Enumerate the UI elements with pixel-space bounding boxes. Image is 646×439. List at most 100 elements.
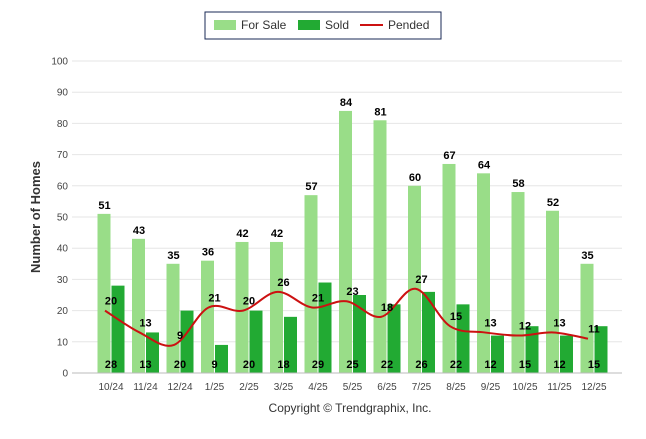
data-label-sold: 15 [519,359,531,371]
data-label-pended: 11 [588,324,600,336]
data-label-sold: 18 [277,359,289,371]
x-tick-label: 10/25 [512,382,537,393]
data-label-for-sale: 36 [202,247,214,259]
legend-label-sold: Sold [325,18,349,32]
data-label-sold: 20 [243,359,255,371]
bar-for-sale [442,163,456,373]
data-label-for-sale: 42 [236,228,248,240]
x-tick-label: 5/25 [343,382,363,393]
data-label-pended: 27 [415,274,427,286]
bar-sold [560,335,573,373]
y-tick-label: 90 [57,88,69,99]
bar-sold [111,285,125,373]
data-label-for-sale: 35 [167,250,179,262]
legend-swatch-sold [298,20,320,30]
legend-label-for-sale: For Sale [241,18,287,32]
x-tick-label: 3/25 [274,382,294,393]
bar-sold [353,295,366,373]
data-labels: 51 28 20 43 13 13 35 20 9 36 9 21 42 20 20 42 18 26 57 29 21… [98,97,600,371]
bar-sold [525,326,539,373]
x-tick-label: 4/25 [308,382,328,393]
data-label-pended: 21 [208,292,220,304]
data-label-sold: 20 [174,359,186,371]
data-label-sold: 29 [312,359,324,371]
x-tick-label: 10/24 [98,382,123,393]
y-tick-label: 70 [57,150,69,161]
x-tick-label: 7/25 [412,382,432,393]
y-tick-label: 10 [57,337,69,348]
data-label-sold: 25 [346,359,358,371]
bar-for-sale [201,260,214,373]
x-tick-label: 12/25 [581,382,606,393]
x-tick-label: 12/24 [167,382,192,393]
x-tick-label: 6/25 [377,382,397,393]
bar-for-sale [166,263,180,373]
bar-for-sale [235,241,249,373]
data-label-for-sale: 67 [443,150,455,162]
series-pended [104,287,589,347]
y-tick-label: 60 [57,181,69,192]
data-label-for-sale: 43 [133,225,145,237]
data-label-sold: 15 [588,359,600,371]
y-tick-label: 80 [57,119,69,130]
y-tick-label: 20 [57,306,69,317]
data-label-pended: 15 [450,311,462,323]
copyright-text: Copyright © Trendgraphix, Inc. [269,401,432,415]
legend: For Sale Sold Pended [204,11,442,40]
bar-for-sale [580,263,594,373]
data-label-sold: 28 [105,359,117,371]
bar-for-sale [373,120,387,373]
data-label-for-sale: 60 [409,172,421,184]
data-label-pended: 13 [484,317,496,329]
bar-for-sale [304,195,318,373]
data-label-sold: 12 [484,359,496,371]
data-label-for-sale: 52 [547,197,559,209]
y-tick-label: 0 [62,369,68,380]
bar-for-sale [97,213,111,373]
series-for-sale [97,110,594,374]
x-tick-label: 2/25 [239,382,259,393]
bar-sold [180,310,194,373]
bar-sold [422,291,435,373]
axes: 0 10 20 30 40 50 60 70 80 90 100 10/24 11/24 12/24 1/2… [51,57,622,393]
data-label-sold: 26 [415,359,427,371]
x-tick-label: 1/25 [205,382,225,393]
data-label-sold: 22 [381,359,393,371]
data-label-sold: 9 [211,359,217,371]
legend-box [204,11,442,40]
data-label-for-sale: 64 [478,159,491,171]
data-label-pended: 12 [519,321,531,333]
bar-for-sale [132,238,145,373]
data-label-for-sale: 42 [271,228,283,240]
data-label-pended: 18 [381,302,393,314]
legend-label-pended: Pended [388,18,429,32]
data-label-for-sale: 35 [581,250,593,262]
data-label-sold: 12 [553,359,565,371]
bar-for-sale [477,173,490,373]
data-label-pended: 13 [553,317,565,329]
data-label-for-sale: 58 [512,178,524,190]
bar-sold [387,304,401,373]
x-tick-label: 8/25 [446,382,466,393]
bar-for-sale [546,210,559,373]
bar-for-sale [339,110,352,374]
x-tick-label: 9/25 [481,382,501,393]
y-tick-label: 100 [51,57,68,68]
legend-swatch-for-sale [214,20,236,30]
bar-sold [491,335,504,373]
data-label-pended: 20 [243,296,255,308]
y-tick-label: 30 [57,275,69,286]
y-tick-label: 40 [57,244,69,255]
data-label-for-sale: 84 [340,97,353,109]
x-tick-label: 11/25 [547,382,572,393]
data-label-for-sale: 57 [305,181,317,193]
pended-line [104,287,589,347]
data-label-sold: 13 [139,359,151,371]
data-label-pended: 13 [139,317,151,329]
data-label-pended: 20 [105,296,117,308]
data-label-for-sale: 51 [98,200,110,212]
bar-for-sale [270,241,283,373]
data-label-sold: 22 [450,359,462,371]
